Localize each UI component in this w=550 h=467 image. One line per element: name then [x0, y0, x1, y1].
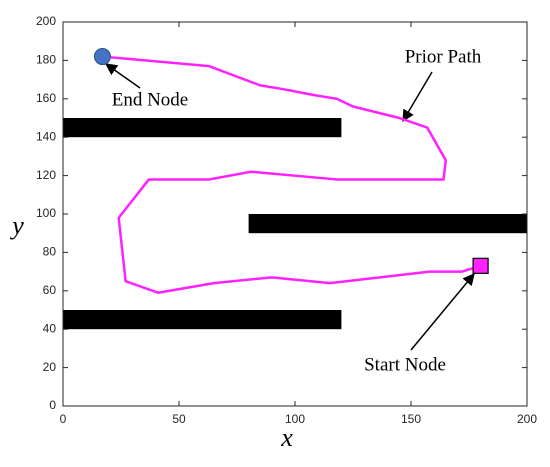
- y-tick-label: 60: [43, 283, 57, 297]
- x-tick-label: 0: [60, 412, 67, 426]
- obstacle: [63, 310, 342, 330]
- y-tick-label: 80: [43, 245, 57, 259]
- obstacle: [248, 214, 527, 234]
- annotation-arrow: [402, 71, 433, 123]
- end-node-label: End Node: [112, 89, 189, 110]
- x-tick-label: 200: [517, 412, 537, 426]
- annotation-arrow: [105, 63, 141, 89]
- y-tick-label: 20: [43, 360, 57, 374]
- start-node-label: Start Node: [364, 354, 446, 375]
- y-tick-label: 180: [36, 53, 56, 67]
- obstacle: [63, 118, 342, 138]
- start-node: [472, 257, 489, 274]
- y-tick-label: 200: [36, 14, 56, 28]
- path-annotation: Prior Path: [405, 46, 482, 67]
- y-tick-label: 140: [36, 129, 56, 143]
- end-node: [93, 48, 111, 66]
- y-tick-label: 120: [36, 168, 56, 182]
- y-tick-label: 160: [36, 91, 56, 105]
- y-tick-label: 40: [43, 321, 57, 335]
- x-axis-label: x: [280, 423, 293, 452]
- y-axis-label: y: [9, 211, 24, 240]
- path-line: [102, 55, 481, 294]
- annotation-arrow: [410, 273, 475, 351]
- x-tick-label: 50: [172, 412, 186, 426]
- x-tick-label: 100: [285, 412, 305, 426]
- y-tick-label: 0: [49, 398, 56, 412]
- x-tick-label: 150: [401, 412, 421, 426]
- y-tick-label: 100: [36, 206, 56, 220]
